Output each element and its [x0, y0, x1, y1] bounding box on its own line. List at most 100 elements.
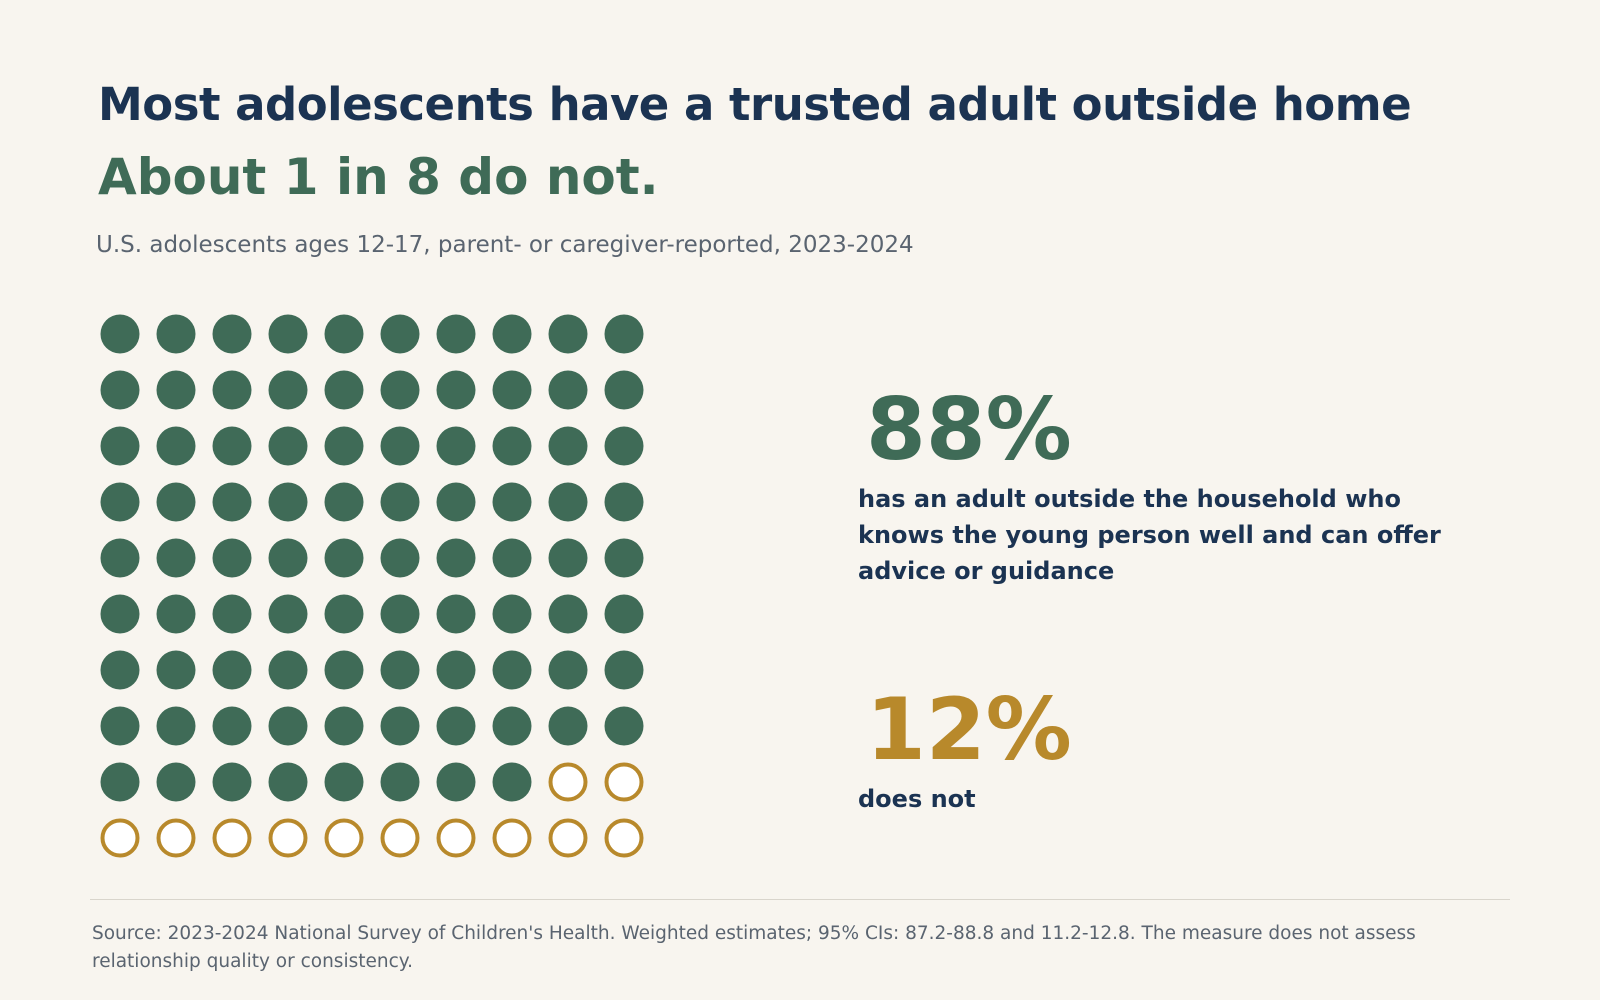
waffle-dot-filled [324, 538, 364, 578]
waffle-dot-filled [100, 482, 140, 522]
waffle-dot-outline [100, 818, 140, 858]
source-note: Source: 2023-2024 National Survey of Chi… [92, 923, 1416, 972]
waffle-dot-filled [548, 650, 588, 690]
waffle-dot-filled [268, 538, 308, 578]
waffle-dot-filled [268, 594, 308, 634]
waffle-dot-filled [492, 426, 532, 466]
waffle-dot-filled [380, 650, 420, 690]
waffle-dot-filled [212, 706, 252, 746]
waffle-dot-filled [492, 538, 532, 578]
waffle-dot-filled [324, 370, 364, 410]
waffle-dot-filled [380, 762, 420, 802]
waffle-dot-filled [604, 706, 644, 746]
waffle-dot-outline [380, 818, 420, 858]
waffle-dot-filled [604, 650, 644, 690]
waffle-dot-filled [156, 762, 196, 802]
waffle-dot-filled [156, 482, 196, 522]
waffle-dot-filled [436, 370, 476, 410]
waffle-dot-filled [268, 706, 308, 746]
waffle-dot-filled [548, 314, 588, 354]
waffle-dot-filled [492, 594, 532, 634]
waffle-dot-outline [324, 818, 364, 858]
waffle-dot-filled [436, 594, 476, 634]
waffle-dot-filled [436, 482, 476, 522]
waffle-dot-outline [604, 818, 644, 858]
waffle-dot-outline [604, 762, 644, 802]
waffle-dot-filled [212, 426, 252, 466]
waffle-dot-filled [380, 482, 420, 522]
waffle-dot-outline [436, 818, 476, 858]
waffle-dot-filled [380, 314, 420, 354]
waffle-dot-filled [324, 762, 364, 802]
waffle-dot-filled [268, 650, 308, 690]
waffle-dot-filled [604, 594, 644, 634]
waffle-chart [100, 314, 644, 858]
waffle-dot-filled [548, 706, 588, 746]
footer-divider [90, 899, 1510, 900]
waffle-dot-filled [548, 426, 588, 466]
waffle-dot-filled [268, 762, 308, 802]
stat-no-value: 12% [866, 680, 1072, 780]
waffle-dot-filled [492, 706, 532, 746]
waffle-dot-filled [604, 370, 644, 410]
waffle-dot-filled [212, 538, 252, 578]
waffle-dot-filled [548, 594, 588, 634]
waffle-dot-filled [436, 650, 476, 690]
waffle-dot-filled [324, 594, 364, 634]
waffle-dot-filled [268, 482, 308, 522]
waffle-dot-filled [436, 706, 476, 746]
waffle-dot-outline [548, 762, 588, 802]
stat-yes-value: 88% [866, 380, 1072, 480]
waffle-dot-outline [548, 818, 588, 858]
waffle-dot-filled [604, 482, 644, 522]
waffle-dot-filled [156, 538, 196, 578]
waffle-dot-filled [212, 762, 252, 802]
waffle-dot-filled [380, 706, 420, 746]
waffle-dot-filled [548, 370, 588, 410]
waffle-dot-filled [212, 482, 252, 522]
waffle-dot-filled [492, 314, 532, 354]
waffle-dot-filled [324, 650, 364, 690]
waffle-dot-filled [156, 426, 196, 466]
waffle-dot-filled [324, 706, 364, 746]
waffle-dot-filled [100, 370, 140, 410]
chart-title: Most adolescents have a trusted adult ou… [98, 78, 1412, 131]
waffle-dot-filled [380, 538, 420, 578]
waffle-dot-filled [212, 594, 252, 634]
waffle-dot-filled [324, 426, 364, 466]
waffle-dot-filled [268, 314, 308, 354]
waffle-dot-filled [380, 594, 420, 634]
waffle-dot-filled [100, 594, 140, 634]
waffle-dot-filled [492, 482, 532, 522]
waffle-dot-outline [156, 818, 196, 858]
waffle-dot-filled [156, 314, 196, 354]
stat-no-label: does not [858, 785, 976, 813]
waffle-dot-filled [100, 650, 140, 690]
chart-note: U.S. adolescents ages 12-17, parent- or … [96, 232, 914, 258]
waffle-dot-outline [268, 818, 308, 858]
waffle-dot-filled [156, 370, 196, 410]
waffle-dot-filled [380, 370, 420, 410]
waffle-dot-filled [324, 314, 364, 354]
waffle-dot-filled [212, 314, 252, 354]
stat-yes-label: has an adult outside the household who k… [858, 485, 1441, 585]
waffle-dot-filled [100, 762, 140, 802]
waffle-dot-filled [604, 314, 644, 354]
waffle-dot-filled [100, 314, 140, 354]
waffle-dot-filled [268, 426, 308, 466]
waffle-dot-filled [492, 650, 532, 690]
waffle-dot-filled [436, 314, 476, 354]
waffle-dot-filled [100, 706, 140, 746]
waffle-dot-filled [156, 706, 196, 746]
waffle-dot-filled [212, 370, 252, 410]
waffle-dot-filled [156, 594, 196, 634]
waffle-dot-filled [212, 650, 252, 690]
waffle-dot-filled [156, 650, 196, 690]
waffle-dot-filled [268, 370, 308, 410]
waffle-dot-filled [436, 426, 476, 466]
waffle-dot-filled [548, 482, 588, 522]
waffle-dot-filled [492, 762, 532, 802]
waffle-dot-filled [436, 538, 476, 578]
chart-subtitle: About 1 in 8 do not. [98, 148, 659, 206]
waffle-dot-filled [604, 426, 644, 466]
